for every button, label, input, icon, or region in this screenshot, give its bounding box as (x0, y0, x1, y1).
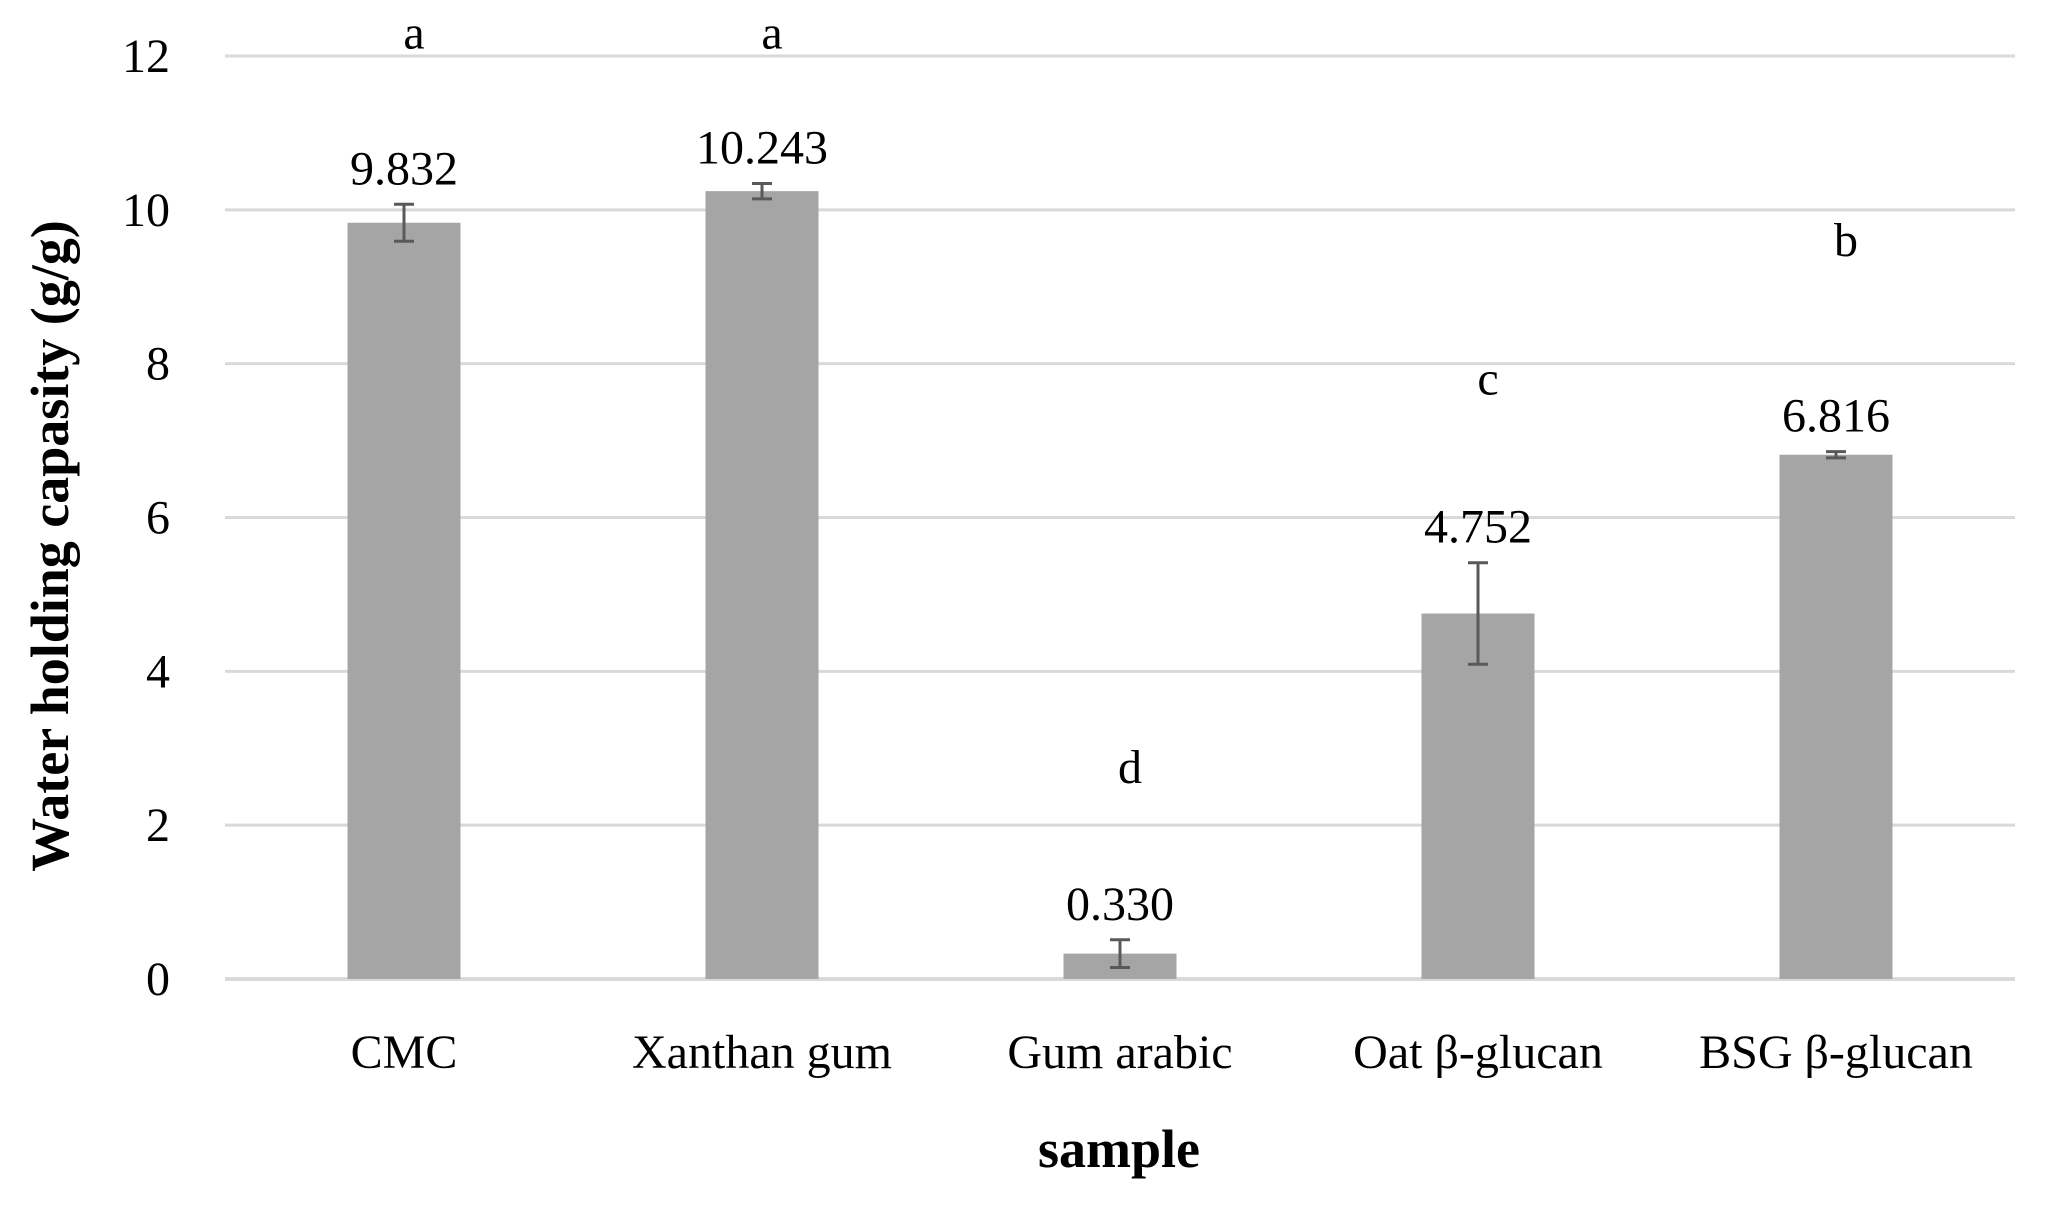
y-tick-label: 2 (146, 799, 170, 852)
y-axis-title: Water holding capasity (g/g) (20, 220, 80, 872)
y-tick-label: 0 (146, 953, 170, 1006)
x-category-label: Oat β-glucan (1353, 1026, 1603, 1079)
significance-letter: a (761, 6, 782, 59)
data-label: 10.243 (696, 121, 828, 174)
data-label: 4.752 (1424, 501, 1532, 554)
significance-letters: a a d c b (403, 6, 1858, 794)
error-bars (394, 181, 1846, 969)
significance-letter: d (1118, 741, 1142, 794)
significance-letter: c (1477, 352, 1498, 405)
data-label: 0.330 (1066, 878, 1174, 931)
x-category-label: BSG β-glucan (1699, 1026, 1973, 1079)
significance-letter: b (1834, 214, 1858, 267)
value-labels: 9.832 10.243 0.330 4.752 6.816 (350, 121, 1890, 930)
bar (1421, 613, 1535, 979)
x-axis-title: sample (1038, 1119, 1200, 1179)
data-label: 6.816 (1782, 390, 1890, 443)
x-axis-category-labels: CMC Xanthan gum Gum arabic Oat β-glucan BSG … (351, 1026, 1973, 1079)
bars (347, 191, 1893, 980)
y-axis-tick-labels: 0 2 4 6 8 10 12 (122, 30, 170, 1006)
y-tick-label: 8 (146, 338, 170, 391)
x-category-label: Gum arabic (1007, 1026, 1232, 1079)
bar (1779, 454, 1893, 980)
x-category-label: Xanthan gum (632, 1026, 892, 1079)
y-tick-label: 6 (146, 492, 170, 545)
x-category-label: CMC (351, 1026, 458, 1079)
data-label: 9.832 (350, 142, 458, 195)
bar (705, 191, 819, 979)
significance-letter: a (403, 6, 424, 59)
y-tick-label: 10 (122, 184, 170, 237)
y-tick-label: 4 (146, 645, 170, 698)
gridlines (225, 54, 2015, 981)
bar (347, 222, 461, 979)
y-tick-label: 12 (122, 30, 170, 83)
